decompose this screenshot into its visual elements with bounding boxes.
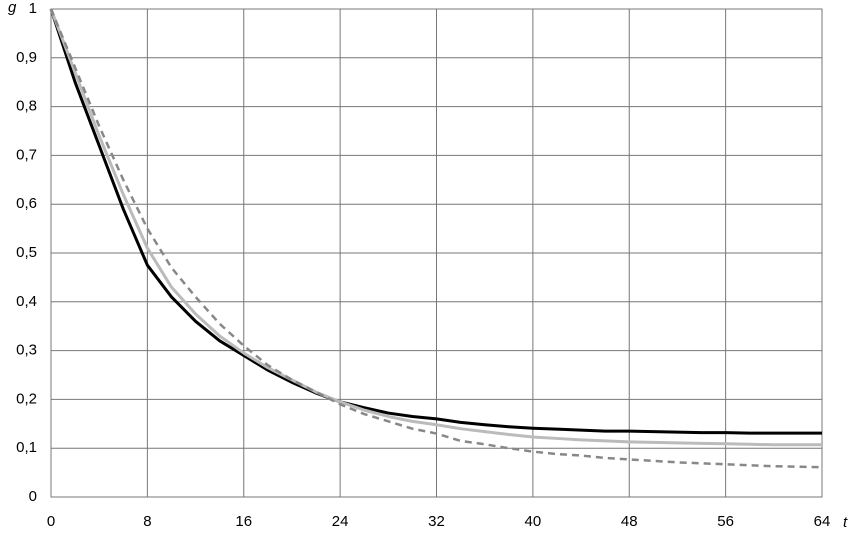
x-axis-label: t [843, 514, 848, 531]
x-tick-label: 8 [143, 513, 151, 530]
y-tick-label: 0,1 [16, 439, 37, 456]
series-line [49, 8, 822, 435]
x-tick-label: 16 [235, 513, 252, 530]
x-tick-label: 56 [717, 513, 734, 530]
series-line [49, 8, 822, 447]
y-tick-label: 0 [29, 488, 37, 505]
x-tick-label: 64 [814, 513, 831, 530]
x-tick-label: 0 [47, 513, 55, 530]
series-line [49, 8, 823, 469]
x-tick-label: 24 [332, 513, 349, 530]
y-tick-label: 0,9 [16, 49, 37, 66]
plot-frame [50, 8, 823, 498]
y-tick-label: 0,7 [16, 146, 37, 163]
y-tick-label: 0,5 [16, 244, 37, 261]
x-tick-label: 48 [621, 513, 638, 530]
y-tick-label: 0,6 [16, 195, 37, 212]
y-tick-label: 1 [29, 0, 37, 17]
x-tick-label: 40 [525, 513, 542, 530]
x-tick-label: 32 [428, 513, 445, 530]
y-tick-label: 0,4 [16, 293, 37, 310]
y-tick-label: 0,8 [16, 98, 37, 115]
y-tick-label: 0,3 [16, 342, 37, 359]
y-axis-label: g [8, 0, 17, 16]
y-tick-label: 0,2 [16, 390, 37, 407]
